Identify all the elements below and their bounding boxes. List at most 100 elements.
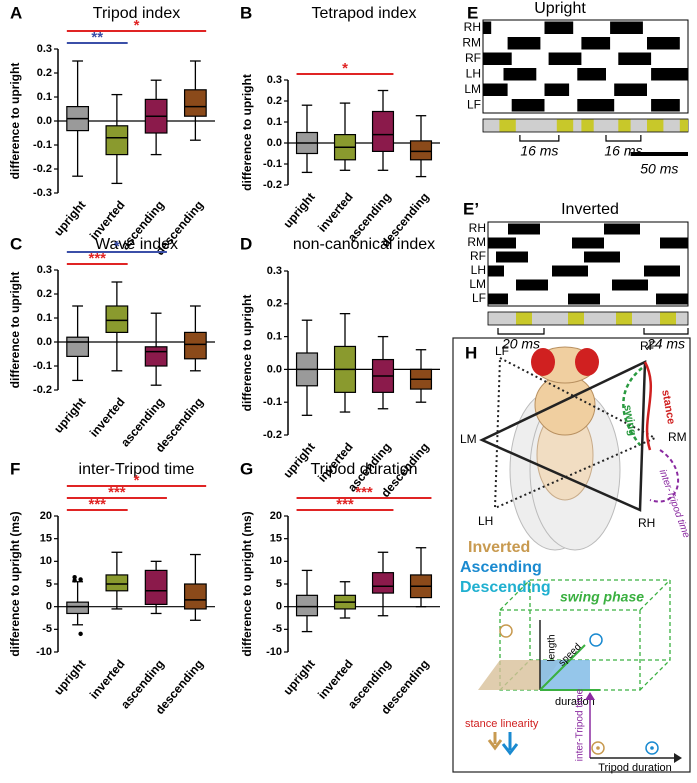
panel-title: Tripod duration: [310, 461, 417, 478]
y-axis-label: difference to upright (ms): [8, 511, 22, 656]
significance-label: **: [91, 29, 103, 46]
stance-bar: [644, 265, 680, 277]
y-tick-label: 0.1: [37, 91, 52, 103]
phase-segment: [556, 119, 574, 132]
leg-label: RH: [464, 20, 481, 34]
phase-segment: [516, 312, 532, 325]
swing-label: swing: [621, 404, 638, 437]
box: [183, 89, 207, 117]
leg-label: LH: [471, 263, 486, 277]
leg-label: RH: [469, 221, 486, 235]
leg-label: RM: [462, 35, 481, 49]
y-tick-label: 0.2: [37, 67, 52, 79]
y-axis-label: difference to upright (ms): [240, 511, 254, 656]
leg-label: RH: [638, 516, 655, 530]
y-tick-label: 20: [40, 510, 52, 522]
ascending-marker: [645, 741, 659, 755]
stance-bar: [581, 37, 611, 50]
stance-bar: [488, 265, 504, 277]
x-tick-label: inverted: [87, 657, 128, 702]
stance-bar: [488, 237, 516, 249]
y-tick-label: -0.2: [263, 179, 282, 191]
stance-bar: [656, 293, 688, 305]
y-tick-label: -0.1: [33, 360, 52, 372]
condition-label: Descending: [460, 579, 551, 596]
interval-bracket: [497, 328, 545, 335]
y-tick-label: -0.3: [33, 187, 52, 199]
significance-label: ***: [88, 496, 106, 513]
outlier: [78, 631, 83, 637]
box: [144, 346, 168, 367]
interval-bracket: [605, 135, 642, 142]
box: [66, 601, 90, 615]
y-tick-label: 0.3: [267, 74, 282, 86]
stance-bar: [483, 52, 512, 65]
stance-bar: [660, 237, 688, 249]
x-tick-label: upright: [51, 198, 88, 239]
arrow: [674, 753, 682, 763]
panel-title: inter-Tripod time: [79, 461, 195, 478]
leg-label: LM: [469, 277, 486, 291]
y-tick-label: -0.2: [33, 384, 52, 396]
stance-bar: [651, 68, 688, 81]
stance-bar: [483, 83, 508, 96]
phase-segment: [660, 312, 676, 325]
axis-label: duration: [555, 696, 595, 708]
phase-segment: [679, 119, 688, 132]
panel-title: Upright: [534, 0, 586, 17]
outlier: [78, 577, 83, 582]
y-tick-label: -0.2: [263, 429, 282, 441]
significance-label: ***: [355, 484, 373, 501]
panel-letter: A: [10, 3, 22, 22]
plot-y-label: inter-Tripod time: [575, 688, 586, 761]
stance-curve: [643, 361, 653, 451]
y-tick-label: -0.1: [263, 158, 282, 170]
significance-label: *: [114, 238, 120, 255]
box: [66, 336, 90, 358]
stance-bar: [516, 279, 548, 291]
significance-label: *: [134, 472, 140, 489]
x-tick-label: inverted: [315, 190, 356, 235]
stance-bar: [618, 52, 652, 65]
x-tick-label: inverted: [87, 395, 128, 440]
thorax: [534, 374, 596, 436]
panel-title: non-canonical index: [293, 236, 435, 253]
y-tick-label: 10: [270, 555, 282, 567]
y-tick-label: 0: [276, 601, 282, 613]
stance-bar: [508, 223, 540, 235]
panel-title: Tripod index: [93, 5, 180, 22]
stance-bar: [584, 251, 620, 263]
plot-x-label: Tripod duration: [598, 762, 672, 774]
box: [371, 572, 395, 594]
arrow: [501, 732, 519, 756]
marker-dot: [596, 746, 600, 750]
swing-curve: [622, 367, 643, 446]
leg-label: LF: [495, 344, 509, 358]
leg-label: RM: [668, 430, 687, 444]
phase-segment: [581, 119, 594, 132]
condition-label: Inverted: [468, 539, 530, 556]
y-axis-label: difference to upright: [240, 295, 254, 412]
panel-title: Wave index: [95, 236, 178, 253]
leg-label: LM: [464, 82, 481, 96]
axis-label: length: [547, 634, 558, 661]
leg-label: LH: [478, 514, 493, 528]
leg-label: RM: [467, 235, 486, 249]
arrow: [487, 732, 503, 751]
stance-bar: [544, 83, 570, 96]
condition-label: Ascending: [460, 559, 542, 576]
x-tick-label: upright: [51, 657, 88, 698]
y-tick-label: 0.1: [267, 331, 282, 343]
inter-tripod-label: inter-Tripod time: [657, 468, 692, 540]
y-axis-label: difference to upright: [8, 272, 22, 389]
significance-label: *: [134, 17, 140, 34]
inter-tripod-arrow: [649, 449, 679, 503]
phase-segment: [568, 312, 584, 325]
tripod-dotted: [493, 356, 658, 510]
y-tick-label: 15: [270, 533, 282, 545]
box: [105, 305, 129, 333]
stance-bar: [488, 293, 508, 305]
eye: [575, 348, 599, 376]
stance-bar: [612, 279, 648, 291]
